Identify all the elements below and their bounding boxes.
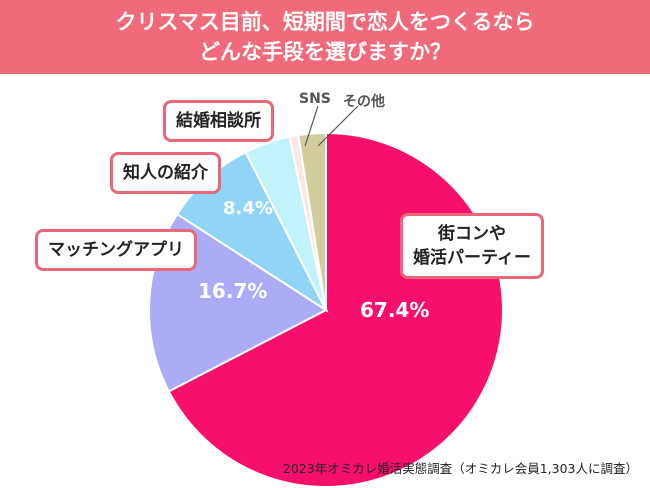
pie-slice	[297, 131, 327, 311]
leader-line	[304, 105, 319, 147]
leader-line	[317, 105, 359, 147]
label-marriage-agency: 結婚相談所	[163, 100, 274, 142]
label-machikon: 街コンや 婚活パーティー	[400, 213, 544, 279]
footer-source: 2023年オミカレ婚活実態調査（オミカレ会員1,303人に調査）	[282, 461, 638, 476]
value-matching-app: 16.7%	[198, 279, 268, 303]
label-sns: SNS	[299, 91, 331, 107]
chart-title: クリスマス目前、短期間で恋人をつくるなら どんな手段を選びますか？	[0, 0, 650, 74]
label-other: その他	[343, 94, 385, 110]
title-line-1: クリスマス目前、短期間で恋人をつくるなら	[115, 10, 535, 34]
value-acquaintance: 8.4%	[223, 198, 273, 219]
label-matching-app: マッチングアプリ	[35, 229, 197, 271]
title-line-2: どんな手段を選びますか？	[199, 40, 451, 64]
value-machikon: 67.4%	[360, 298, 430, 322]
label-acquaintance: 知人の紹介	[110, 152, 221, 194]
